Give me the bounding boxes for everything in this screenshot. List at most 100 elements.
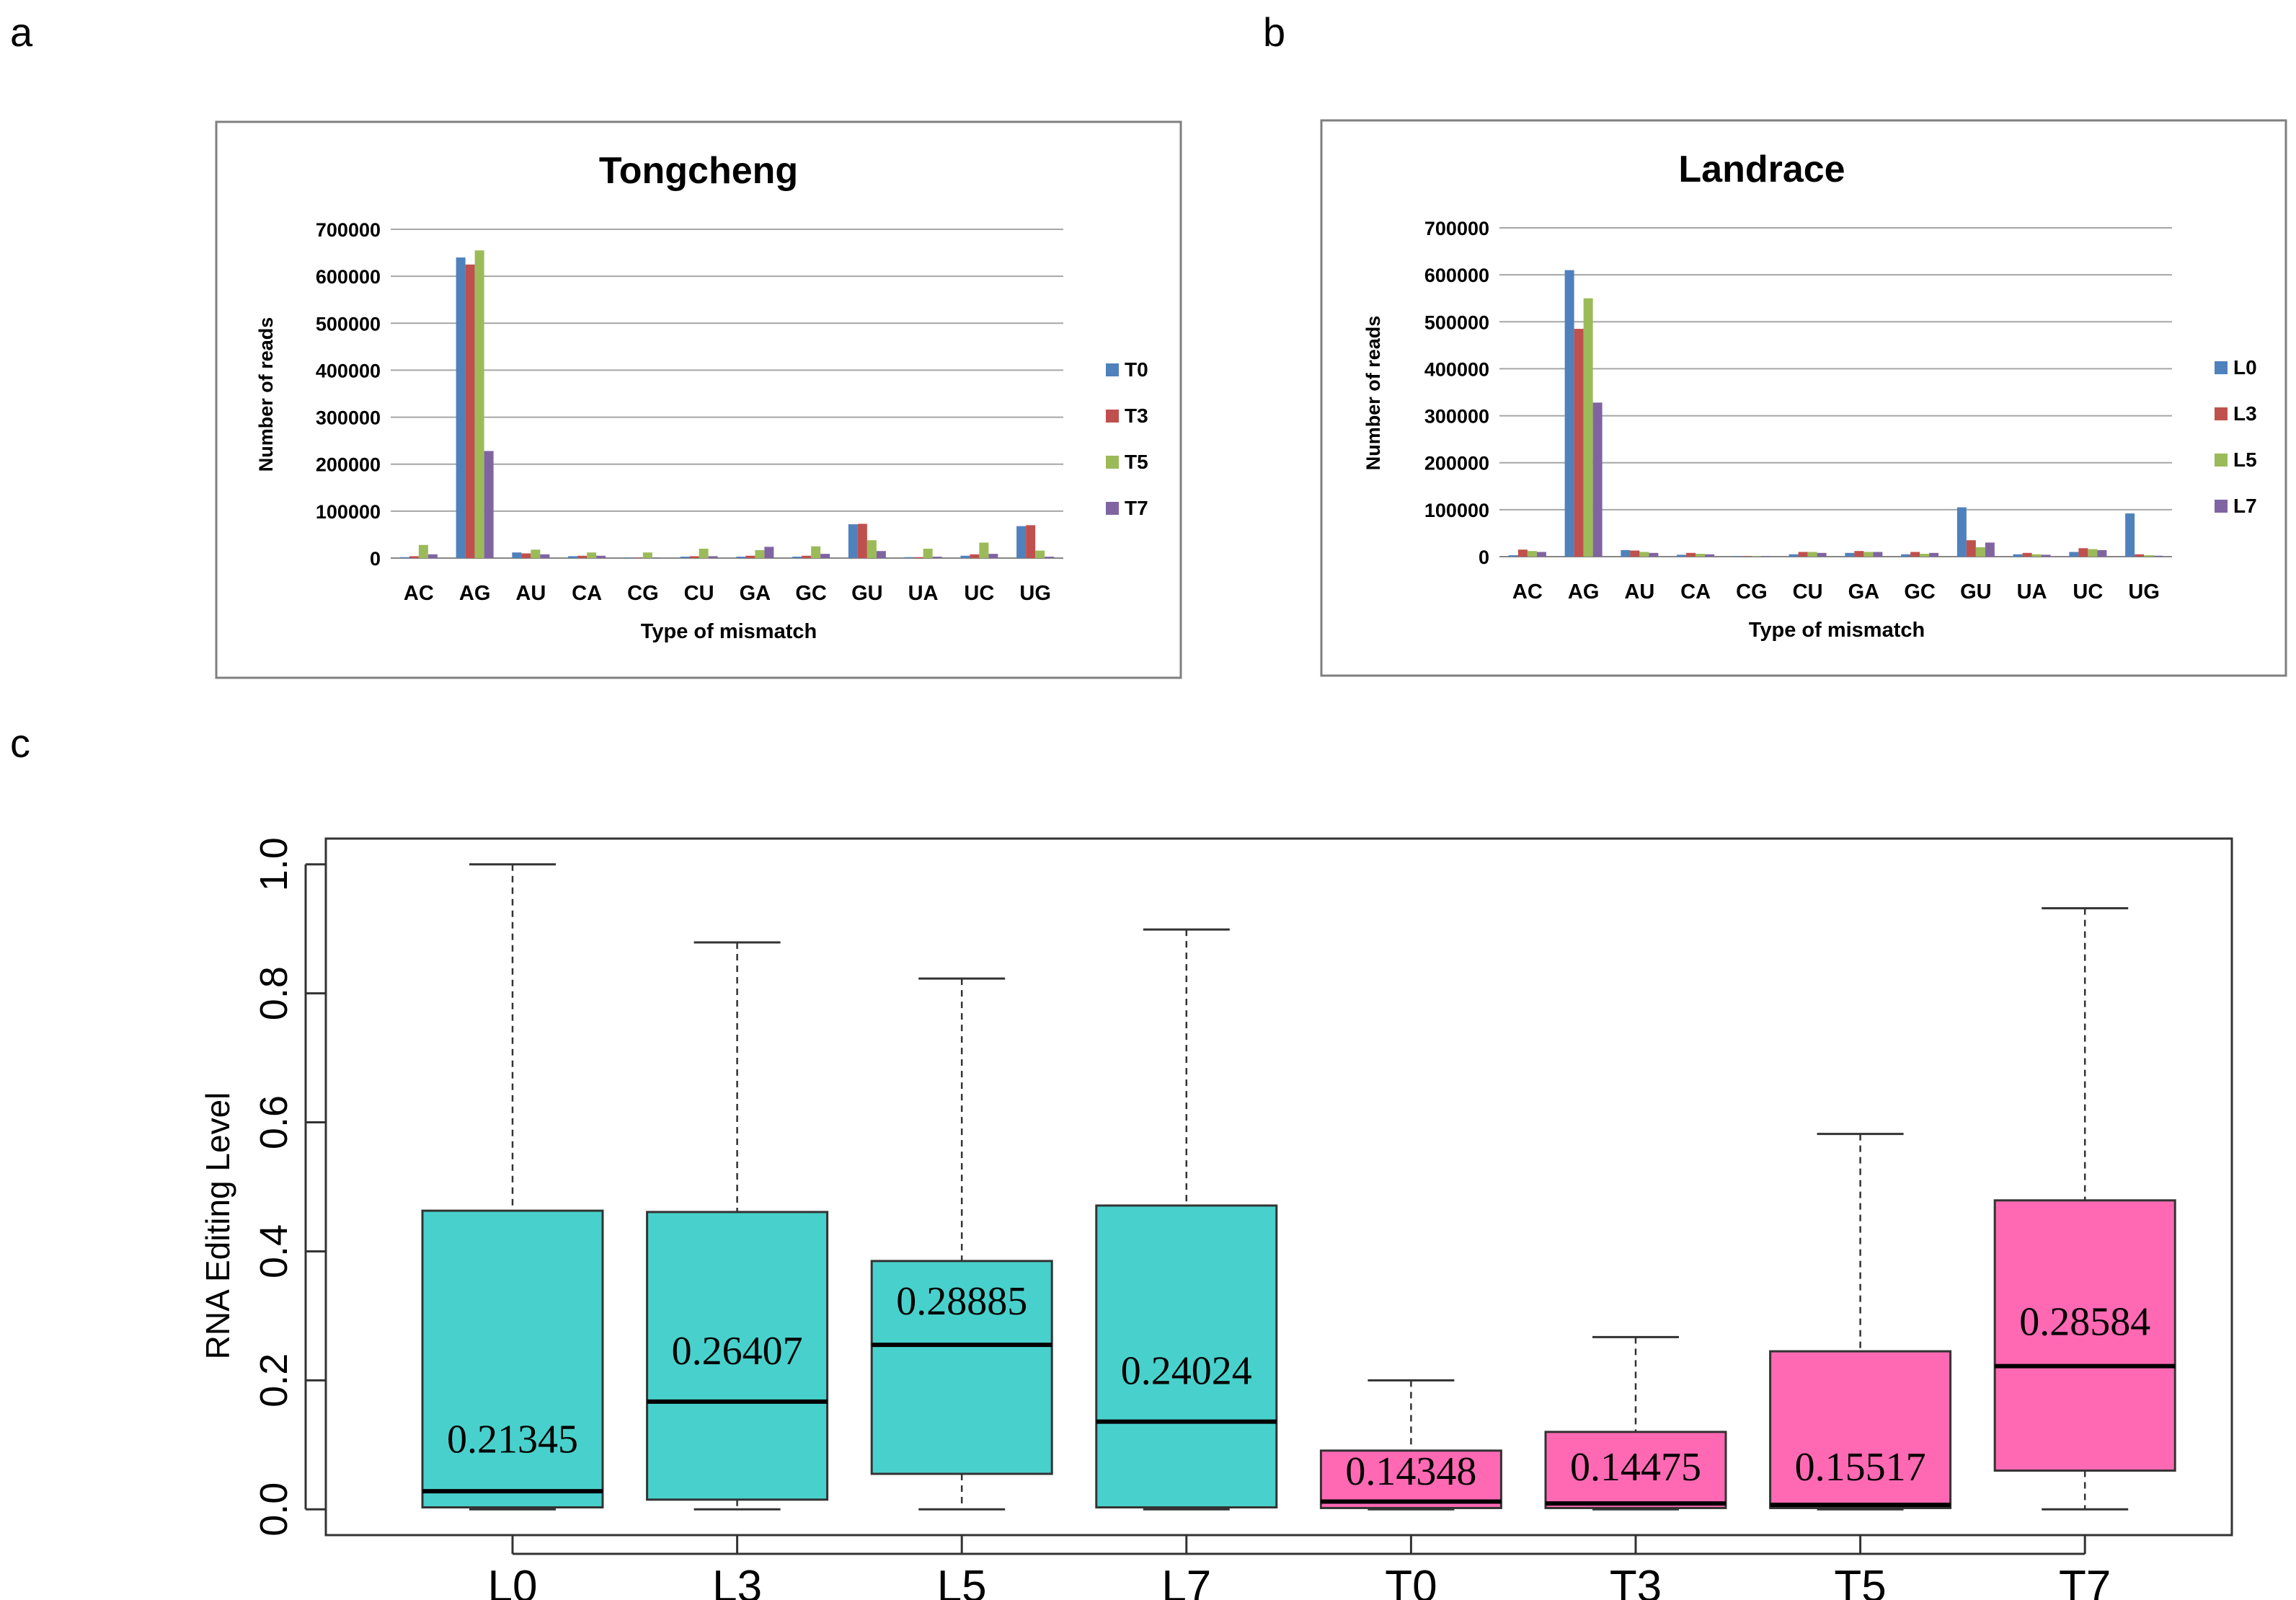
- bar-T5-UA: [923, 548, 933, 558]
- bar-T3-AC: [409, 556, 419, 558]
- bar-L7-AG: [1592, 402, 1603, 557]
- bar-chart-landrace: 0 100000 200000 300000 400000 500000 600000 700…: [1424, 218, 2257, 604]
- bar-L0-GU: [1956, 507, 1967, 557]
- bar-T0-AC: [399, 557, 409, 558]
- bar-L0-UA: [2013, 554, 2023, 557]
- panel-label-b: b: [1263, 9, 1285, 55]
- bar-L5-UG: [2144, 555, 2154, 557]
- bar-L0-CU: [1789, 554, 1799, 557]
- bar-L5-GU: [1975, 547, 1985, 557]
- x-tick-label: AG: [1568, 580, 1600, 604]
- bar-L5-CU: [1807, 552, 1817, 557]
- panel-label-c: c: [10, 720, 30, 766]
- y-tick-label: 300000: [1424, 406, 1489, 428]
- mean-label-L0: 0.21345: [447, 1418, 578, 1462]
- y-tick-label: 600000: [1424, 265, 1489, 286]
- bar-L3-CU: [1798, 552, 1808, 557]
- bar-L5-CA: [1696, 554, 1706, 557]
- y-tick-label: 0.6: [252, 1095, 296, 1149]
- x-tick-label: CU: [1793, 580, 1823, 604]
- plot-frame: [324, 837, 2233, 1537]
- bar-T3-CA: [577, 555, 588, 558]
- y-axis-title-editing: RNA Editing Level: [199, 1092, 236, 1360]
- bar-T7-GC: [820, 554, 830, 558]
- legend-swatch-T5: [1106, 456, 1119, 469]
- legend-label-L0: L0: [2233, 356, 2257, 379]
- legend-label-T3: T3: [1125, 405, 1148, 427]
- legend-swatch-L5: [2215, 454, 2228, 467]
- bar-L3-GC: [1910, 552, 1920, 557]
- bar-L3-AU: [1630, 550, 1640, 557]
- mean-label-L7: 0.24024: [1121, 1349, 1252, 1394]
- bar-T7-UG: [1045, 557, 1055, 558]
- y-axis-title-tongcheng: Number of reads: [255, 317, 277, 472]
- x-tick-label: GU: [1960, 580, 1992, 604]
- bar-T0-GA: [736, 557, 746, 558]
- mean-label-L5: 0.28885: [896, 1279, 1027, 1324]
- box-L5: [870, 1260, 1053, 1475]
- legend-swatch-T0: [1106, 363, 1119, 376]
- y-tick-label: 0.4: [252, 1224, 296, 1278]
- bar-T7-AU: [540, 554, 550, 558]
- bar-T7-AC: [427, 554, 438, 558]
- bar-T0-AG: [456, 257, 466, 558]
- bar-L5-GA: [1863, 552, 1874, 557]
- legend-swatch-L0: [2215, 361, 2228, 374]
- legend-label-T0: T0: [1125, 358, 1148, 381]
- bar-L0-CG: [1732, 556, 1742, 557]
- y-tick-label: 100000: [316, 501, 381, 523]
- panel-b-frame: [1320, 119, 2287, 677]
- box-T3: [1544, 1431, 1727, 1509]
- y-tick-label: 0.0: [252, 1482, 296, 1537]
- bar-T5-GC: [811, 546, 821, 558]
- x-tick-label: UC: [964, 582, 994, 605]
- bar-L3-UG: [2135, 554, 2145, 557]
- bar-L0-AC: [1508, 555, 1518, 557]
- bar-L0-GA: [1845, 552, 1855, 557]
- bar-L0-UC: [2069, 552, 2079, 557]
- mean-label-T0: 0.14348: [1345, 1449, 1476, 1494]
- boxplot-editing-level: 0.0 0.2 0.4 0.6 0.8 1.0 0.21345 L0 0.26407 L3 0.28…: [252, 837, 2233, 1600]
- bar-L7-CU: [1817, 552, 1827, 557]
- mean-label-T5: 0.15517: [1795, 1445, 1926, 1490]
- bar-L7-GC: [1929, 552, 1939, 557]
- bar-L0-CA: [1677, 554, 1687, 557]
- legend-swatch-T7: [1106, 502, 1119, 515]
- x-axis-title-tongcheng: Type of mismatch: [641, 620, 817, 643]
- bar-L7-CG: [1760, 556, 1770, 557]
- x-tick-label: CU: [684, 582, 714, 605]
- panel-a-frame: [215, 120, 1182, 679]
- y-tick-label: 200000: [316, 454, 381, 476]
- y-tick-label: 0: [370, 548, 381, 570]
- bar-T0-UG: [1016, 526, 1027, 558]
- legend-swatch-L3: [2215, 407, 2228, 420]
- x-tick-label: CG: [1736, 580, 1768, 604]
- x-tick-label-T0: T0: [1385, 1562, 1437, 1600]
- bar-T5-AC: [418, 544, 428, 558]
- x-tick-label: GU: [851, 582, 883, 605]
- x-tick-label: UG: [1019, 582, 1051, 605]
- bar-L7-CA: [1705, 554, 1715, 557]
- bar-T0-GC: [792, 557, 802, 558]
- bar-T0-UA: [904, 557, 914, 558]
- y-tick-label: 400000: [1424, 358, 1489, 380]
- x-tick-label: CA: [1680, 580, 1711, 604]
- bar-L5-AU: [1639, 552, 1649, 557]
- x-tick-label: AU: [1624, 580, 1654, 604]
- chart-title-tongcheng: Tongcheng: [599, 150, 798, 192]
- x-tick-label-T5: T5: [1834, 1562, 1886, 1600]
- bar-chart-tongcheng: 0 100000 200000 300000 400000 500000 600000 700…: [316, 219, 1148, 605]
- bar-L7-GA: [1873, 552, 1883, 557]
- bar-T3-AU: [521, 553, 531, 558]
- bar-T7-CA: [596, 555, 606, 558]
- legend-label-L7: L7: [2233, 495, 2257, 517]
- legend-label-L5: L5: [2233, 448, 2257, 471]
- bar-T3-CU: [689, 556, 699, 558]
- y-tick-label: 500000: [1424, 311, 1489, 333]
- legend-swatch-T3: [1106, 410, 1119, 423]
- bar-T5-GU: [866, 540, 877, 558]
- bar-L3-GU: [1966, 540, 1976, 557]
- bar-L3-CA: [1686, 552, 1696, 557]
- x-tick-label: UG: [2128, 580, 2160, 604]
- bar-T0-CA: [568, 556, 578, 558]
